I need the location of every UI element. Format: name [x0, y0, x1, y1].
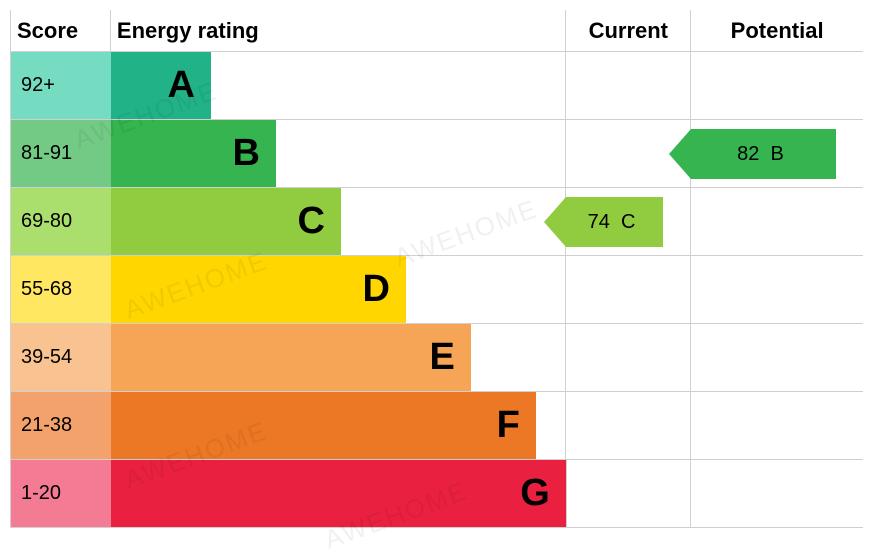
potential-cell	[690, 256, 863, 323]
score-range: 55-68	[11, 256, 111, 323]
rating-letter: A	[167, 64, 194, 107]
score-range: 92+	[11, 52, 111, 119]
current-cell	[566, 460, 691, 527]
score-range: 39-54	[11, 324, 111, 391]
score-range: 69-80	[11, 188, 111, 255]
current-cell	[565, 256, 690, 323]
rating-cell: D	[111, 256, 565, 323]
rating-bar: D	[111, 256, 406, 323]
rating-letter: G	[520, 472, 550, 515]
current-rating-label: 74 C	[566, 197, 663, 247]
potential-value: 82	[737, 143, 759, 166]
rating-bar: G	[111, 460, 566, 527]
rating-bar: F	[111, 392, 536, 459]
potential-cell	[690, 324, 863, 391]
header-score: Score	[11, 10, 111, 51]
header-rating: Energy rating	[111, 10, 565, 51]
rating-row: 69-80 C	[11, 188, 863, 256]
arrow-point-icon	[669, 129, 691, 179]
rating-cell: A	[111, 52, 565, 119]
score-range: 81-91	[11, 120, 111, 187]
rating-letter: B	[232, 132, 259, 175]
rating-cell: C	[111, 188, 565, 255]
rating-row: 92+ A	[11, 52, 863, 120]
rating-cell: E	[111, 324, 565, 391]
score-range: 21-38	[11, 392, 111, 459]
current-letter: C	[621, 211, 635, 234]
rating-row: 39-54 E	[11, 324, 863, 392]
rating-row: 21-38 F	[11, 392, 863, 460]
rating-cell: G	[111, 460, 566, 527]
score-range: 1-20	[11, 460, 111, 527]
energy-rating-chart: Score Energy rating Current Potential 92…	[10, 10, 863, 528]
rating-bar: B	[111, 120, 276, 187]
potential-cell	[690, 52, 863, 119]
rating-bar: A	[111, 52, 211, 119]
rating-row: 1-20 G	[11, 460, 863, 528]
header-current: Current	[565, 10, 690, 51]
rating-cell: F	[111, 392, 565, 459]
rating-letter: C	[297, 200, 324, 243]
rating-row: 55-68 D	[11, 256, 863, 324]
potential-cell	[690, 188, 863, 255]
current-rating-arrow: 74 C	[544, 197, 663, 247]
rows-container: 92+ A 81-91 B 69-80 C 55-68 D 39-54 E 21-38 F 1-20 G	[11, 52, 863, 528]
rating-bar: C	[111, 188, 341, 255]
potential-cell	[690, 460, 863, 527]
header-row: Score Energy rating Current Potential	[11, 10, 863, 52]
rating-bar: E	[111, 324, 471, 391]
potential-rating-arrow: 82 B	[669, 129, 836, 179]
rating-letter: F	[497, 404, 520, 447]
potential-letter: B	[771, 143, 784, 166]
current-cell	[565, 324, 690, 391]
rating-cell: B	[111, 120, 565, 187]
current-cell	[565, 52, 690, 119]
rating-letter: E	[430, 336, 455, 379]
header-potential: Potential	[690, 10, 863, 51]
potential-cell	[690, 392, 863, 459]
current-value: 74	[588, 211, 610, 234]
current-cell	[565, 392, 690, 459]
arrow-point-icon	[544, 197, 566, 247]
rating-letter: D	[362, 268, 389, 311]
potential-rating-label: 82 B	[691, 129, 836, 179]
